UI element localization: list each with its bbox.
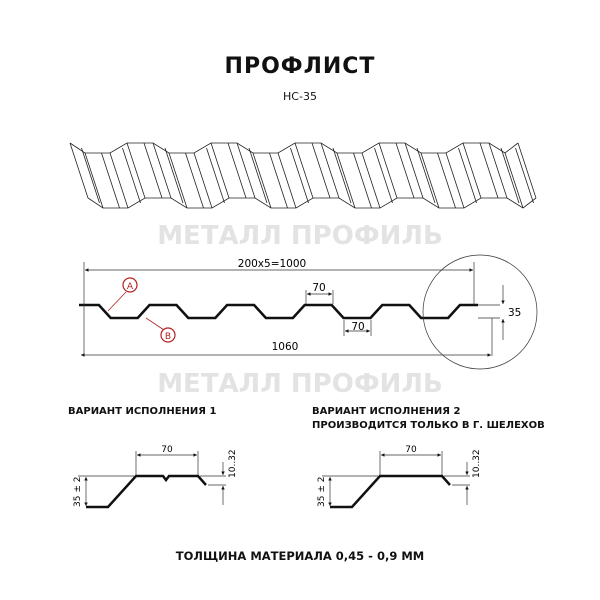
sheet-3d-view (69, 142, 537, 209)
sheet-fold-line (517, 142, 537, 199)
variant1-width-label: 70 (161, 445, 173, 455)
sheet-bottom-edge (87, 197, 537, 209)
variant1-profile (78, 451, 226, 509)
sheet-fold-line (152, 142, 172, 199)
marker-a: A (107, 277, 138, 312)
profile-line (79, 303, 478, 320)
sheet-fold-line (488, 142, 508, 199)
sheet-groove-line (458, 147, 477, 204)
height-label: 35 (508, 307, 521, 319)
sheet-groove-line (164, 147, 184, 204)
variant2-edge-label: 10..32 (472, 449, 482, 478)
sheet-fold-line (336, 152, 356, 209)
sheet-fold-line (193, 152, 213, 209)
watermark: МЕТАЛЛ ПРОФИЛЬ МЕТАЛЛ ПРОФИЛЬ (157, 221, 443, 399)
sheet-fold-line (320, 142, 340, 199)
sheet-fold-line (294, 142, 314, 199)
sheet-groove-line (248, 147, 268, 204)
sheet-fold-line (404, 142, 424, 199)
sheet-fold-line (504, 152, 524, 209)
sheet-fold-line (168, 152, 188, 209)
sheet-groove-line (101, 152, 120, 209)
variant1-height-label: 35 ± 2 (73, 477, 83, 507)
sheet-fold-line (69, 142, 89, 199)
sheet-groove-line (143, 142, 163, 199)
pitch-label: 200х5=1000 (238, 258, 306, 270)
model-subtitle: НС-35 (283, 90, 317, 103)
sheet-groove-line (122, 147, 141, 204)
sheet-fold-line (210, 142, 230, 199)
sheet-fold-line (126, 142, 146, 199)
page-title: ПРОФЛИСТ (224, 54, 376, 79)
sheet-groove-line (269, 152, 288, 209)
sheet-fold-line (361, 152, 381, 209)
sheet-fold-line (109, 152, 129, 209)
variant2-profile (322, 451, 470, 509)
variant2-caption-line2: ПРОИЗВОДИТСЯ ТОЛЬКО В Г. ШЕЛЕХОВ (312, 420, 545, 431)
marker-b-label: B (165, 332, 171, 342)
marker-a-label: A (127, 282, 134, 292)
main-profile (79, 303, 478, 320)
sheet-top-edge (69, 142, 519, 154)
watermark-text-1: МЕТАЛЛ ПРОФИЛЬ (157, 221, 443, 251)
sheet-groove-line (332, 147, 352, 204)
sheet-groove-line (185, 152, 204, 209)
variant2-height-label: 35 ± 2 (317, 477, 327, 507)
sheet-fold-line (462, 142, 482, 199)
variant2-width-label: 70 (405, 445, 417, 455)
variant1-caption: ВАРИАНТ ИСПОЛНЕНИЯ 1 (68, 406, 217, 417)
width-label: 1060 (272, 341, 299, 353)
sheet-fold-line (277, 152, 297, 209)
variant2-caption-line1: ВАРИАНТ ИСПОЛНЕНИЯ 2 (312, 406, 461, 417)
sheet-groove-line (290, 147, 309, 204)
sheet-fold-line (252, 152, 272, 209)
variant1-edge-label: 10..32 (228, 449, 238, 478)
top-width-label: 70 (312, 282, 325, 294)
sheet-groove-line (374, 147, 393, 204)
sheet-groove-line (353, 152, 372, 209)
sheet-groove-line (311, 142, 331, 199)
bottom-width-label: 70 (351, 321, 364, 333)
watermark-text-2: МЕТАЛЛ ПРОФИЛЬ (157, 369, 443, 399)
sheet-groove-line (81, 147, 100, 204)
sheet-fold-line (84, 152, 104, 209)
sheet-groove-line (437, 152, 456, 209)
material-thickness: ТОЛЩИНА МАТЕРИАЛА 0,45 - 0,9 ММ (175, 549, 425, 563)
sheet-fold-line (378, 142, 398, 199)
marker-b: B (145, 317, 176, 343)
sheet-fold-line (445, 152, 465, 209)
sheet-groove-line (206, 147, 225, 204)
sheet-groove-line (500, 147, 520, 204)
sheet-fold-line (236, 142, 256, 199)
sheet-groove-line (395, 142, 415, 199)
sheet-groove-line (515, 147, 534, 204)
sheet-fold-line (420, 152, 440, 209)
sheet-groove-line (416, 147, 436, 204)
sheet-groove-line (479, 142, 499, 199)
sheet-groove-line (227, 142, 247, 199)
